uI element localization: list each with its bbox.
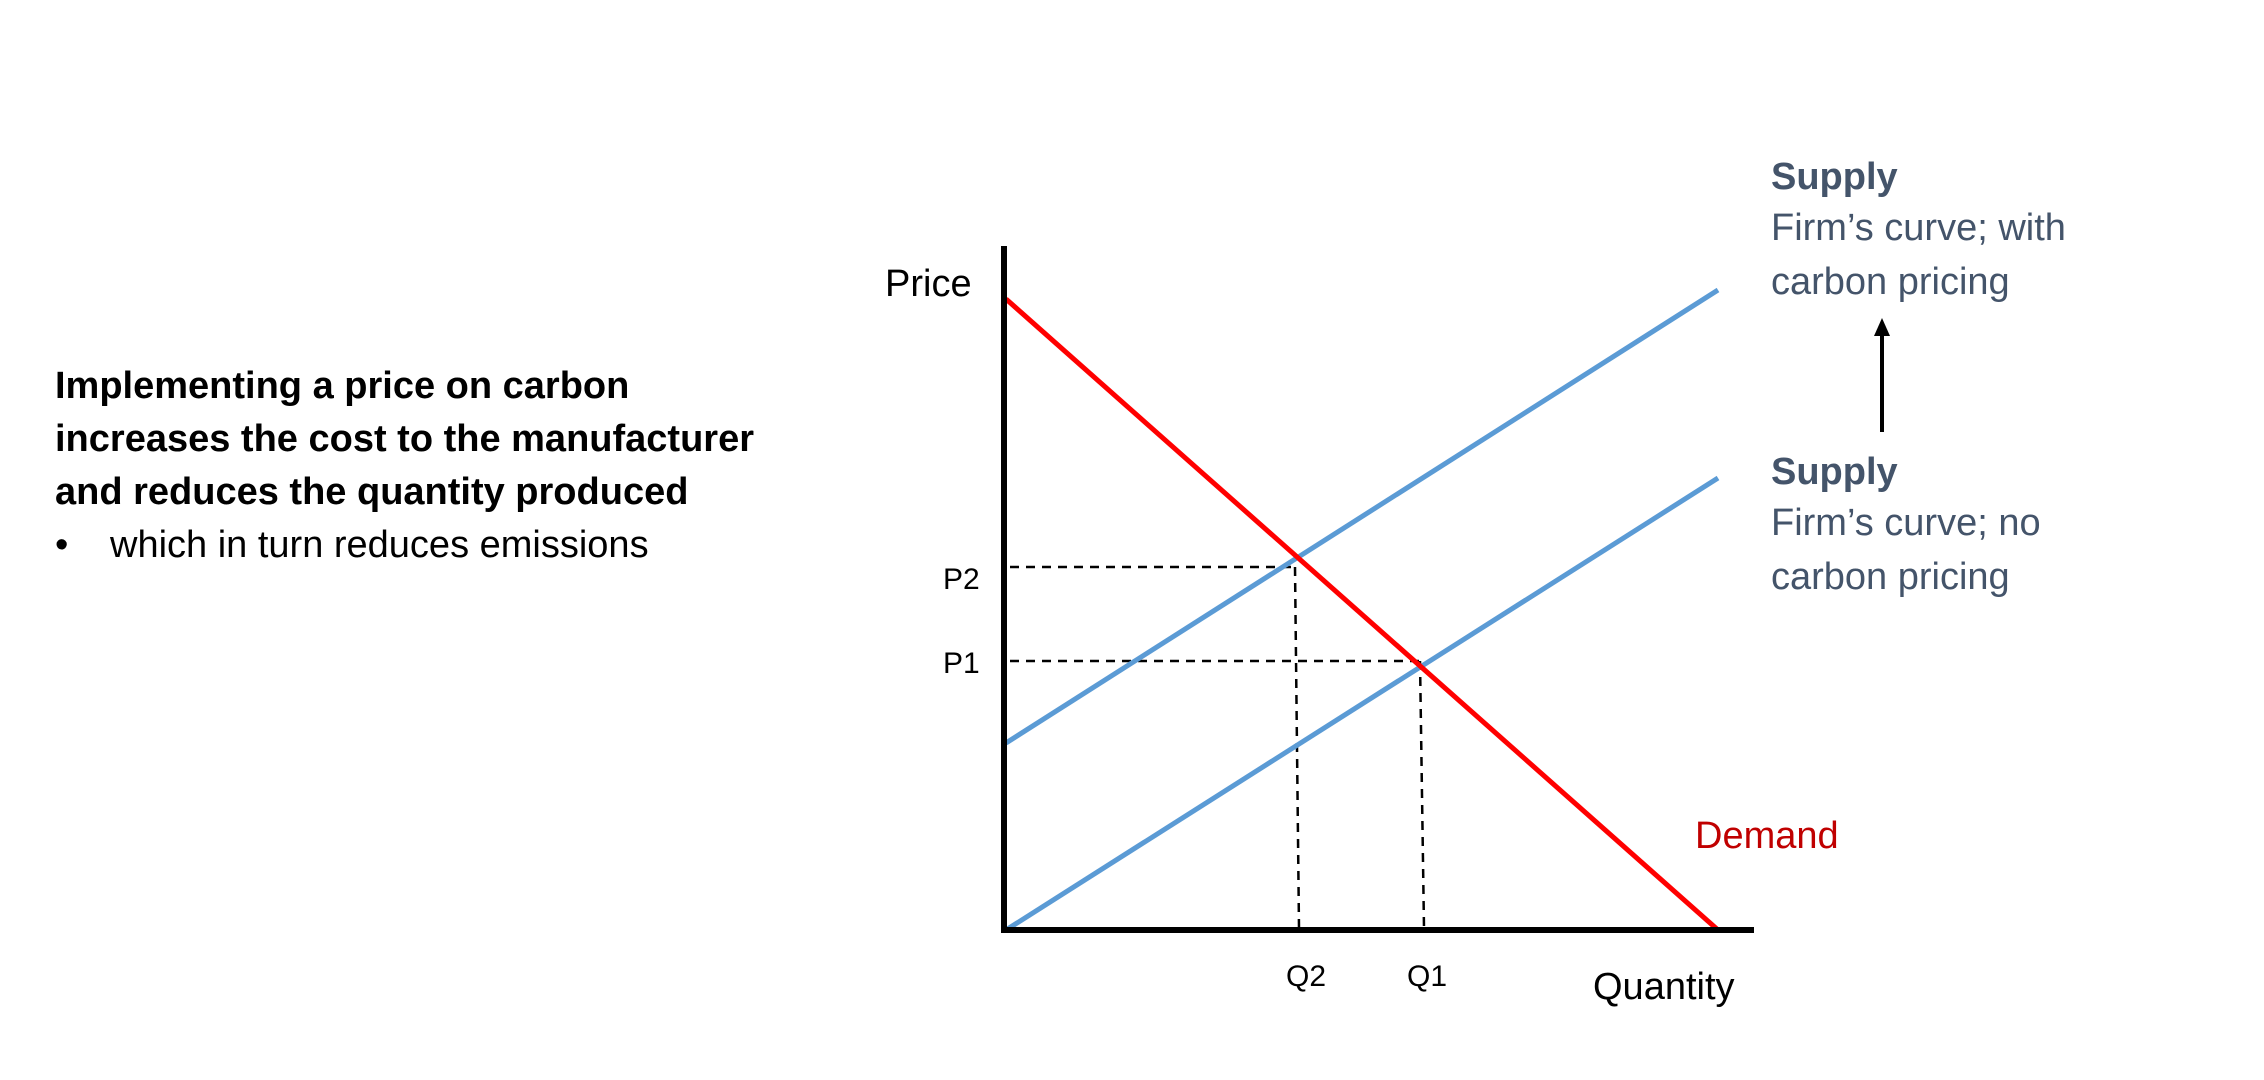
heading-line-2: increases the cost to the manufacturer xyxy=(55,418,754,460)
supply-curve-no-carbon-pricing xyxy=(1004,475,1720,933)
supply-no-desc-line-1: Firm’s curve; no xyxy=(1771,502,2041,544)
x-axis-label: Quantity xyxy=(1593,966,1735,1008)
tick-label-p1: P1 xyxy=(943,647,980,680)
heading-line-1: Implementing a price on carbon xyxy=(55,365,630,407)
supply-with-title: Supply xyxy=(1771,156,1898,198)
q1-guide-line xyxy=(1418,660,1426,929)
tick-label-q1: Q1 xyxy=(1407,960,1447,993)
supply-no-desc-line-2: carbon pricing xyxy=(1771,556,2010,598)
supply-with-desc-line-2: carbon pricing xyxy=(1771,261,2010,303)
left-text-block: Implementing a price on carbon increases… xyxy=(55,360,835,572)
heading-line-3: and reduces the quantity produced xyxy=(55,471,689,513)
bullet-dot: • xyxy=(55,524,69,566)
bullet-text: which in turn reduces emissions xyxy=(110,524,649,566)
supply-shift-arrow-icon xyxy=(1874,318,1890,336)
tick-label-p2: P2 xyxy=(943,563,980,596)
tick-label-q2: Q2 xyxy=(1286,960,1326,993)
demand-label: Demand xyxy=(1695,815,1839,857)
supply-curve-with-carbon-pricing xyxy=(1004,287,1720,746)
supply-with-desc-line-1: Firm’s curve; with xyxy=(1771,207,2066,249)
supply-no-title: Supply xyxy=(1771,451,1898,493)
demand-curve xyxy=(1004,297,1720,932)
bullet-item: • which in turn reduces emissions xyxy=(55,519,835,572)
y-axis-label: Price xyxy=(885,263,972,305)
